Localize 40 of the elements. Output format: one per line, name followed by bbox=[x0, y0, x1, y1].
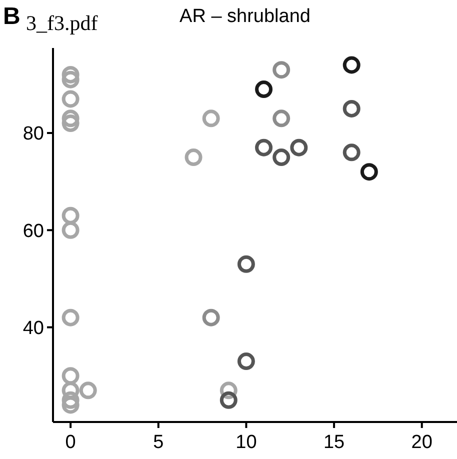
point bbox=[272, 110, 290, 128]
point bbox=[62, 206, 80, 224]
x-tick-label: 20 bbox=[411, 432, 432, 453]
point bbox=[342, 100, 360, 118]
point bbox=[62, 367, 80, 385]
point bbox=[62, 66, 80, 84]
point bbox=[62, 90, 80, 108]
point bbox=[62, 221, 80, 239]
point bbox=[272, 61, 290, 79]
point bbox=[62, 391, 80, 409]
point bbox=[255, 80, 273, 98]
x-tick-label: 15 bbox=[323, 432, 345, 453]
point bbox=[62, 110, 80, 128]
y-tick-label: 40 bbox=[22, 318, 44, 339]
point bbox=[62, 114, 80, 132]
point bbox=[202, 308, 220, 326]
text: B bbox=[3, 3, 20, 30]
x-tick-label: 0 bbox=[65, 432, 76, 453]
y-tick-label: 60 bbox=[22, 220, 44, 242]
point bbox=[272, 148, 290, 166]
point bbox=[202, 110, 220, 128]
point bbox=[237, 255, 255, 273]
text: 3_f3.pdf bbox=[26, 11, 98, 35]
point bbox=[342, 56, 360, 74]
point bbox=[62, 308, 80, 326]
point bbox=[184, 148, 202, 166]
chart-title: AR – shrubland bbox=[180, 6, 310, 27]
point bbox=[360, 163, 378, 181]
x-tick-label: 5 bbox=[153, 432, 164, 453]
point bbox=[255, 138, 273, 156]
point bbox=[62, 382, 80, 400]
point bbox=[220, 391, 238, 409]
x-tick-label: 10 bbox=[236, 432, 257, 453]
point bbox=[237, 352, 255, 370]
point bbox=[62, 396, 80, 414]
point bbox=[62, 70, 80, 88]
point bbox=[342, 144, 360, 162]
point bbox=[79, 382, 97, 400]
point bbox=[290, 138, 308, 156]
y-tick-label: 80 bbox=[22, 124, 44, 145]
